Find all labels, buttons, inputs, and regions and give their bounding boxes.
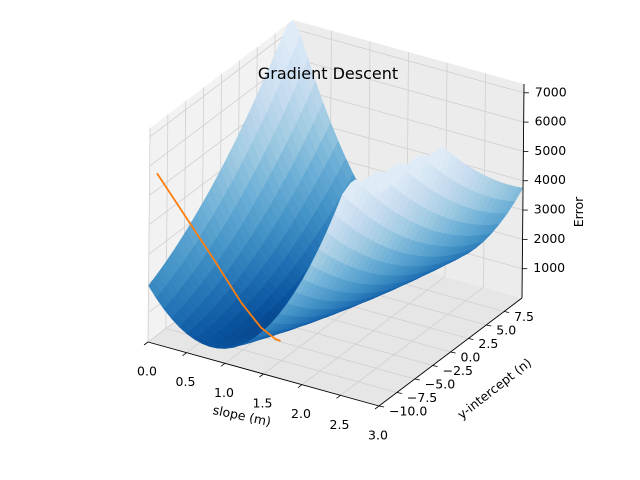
z-tick-label: 1000 xyxy=(533,260,565,275)
x-tick-label: 2.0 xyxy=(291,406,311,421)
y-tick-label: −7.5 xyxy=(407,390,437,405)
y-tick-mark xyxy=(378,405,385,408)
x-tick-label: 0.0 xyxy=(137,364,157,379)
grid-line-z xyxy=(149,28,294,138)
grid-line-z xyxy=(292,57,524,123)
z-tick-label: 5000 xyxy=(534,143,566,158)
y-tick-label: −5.0 xyxy=(425,377,455,392)
y-tick-label: −2.5 xyxy=(443,363,473,378)
chart-title: Gradient Descent xyxy=(258,64,398,83)
y-tick-mark xyxy=(486,324,492,327)
y-tick-mark xyxy=(468,338,474,340)
y-tick-label: 5.0 xyxy=(496,323,516,338)
descent-path-layer xyxy=(156,172,281,342)
z-tick-label: 2000 xyxy=(534,231,566,246)
z-tick-label: 4000 xyxy=(534,172,566,187)
grid-line-z xyxy=(292,87,524,152)
z-tick-label: 3000 xyxy=(534,202,566,217)
tick-labels: 0.00.51.01.52.02.53.0−10.0−7.5−5.0−2.50.… xyxy=(137,84,567,442)
y-tick-label: 2.5 xyxy=(478,336,498,351)
error-surface xyxy=(148,19,524,349)
y-tick-mark xyxy=(414,378,420,381)
x-tick-label: 1.5 xyxy=(253,396,273,411)
z-axis-line xyxy=(521,83,525,299)
x-tick-mark xyxy=(143,341,149,346)
x-tick-mark xyxy=(374,405,380,410)
axis-lines xyxy=(143,83,529,410)
x-tick-mark xyxy=(297,384,303,388)
surface-patch xyxy=(372,186,387,193)
x-tick-label: 2.5 xyxy=(330,417,350,432)
y-tick-mark xyxy=(396,392,402,394)
x-tick-mark xyxy=(220,363,226,367)
y-tick-mark xyxy=(450,351,456,354)
y-tick-mark xyxy=(432,365,438,367)
y-tick-label: −10.0 xyxy=(389,404,427,419)
x-tick-label: 0.5 xyxy=(176,374,196,389)
z-axis-label: Error xyxy=(571,196,586,227)
descent-path-line xyxy=(156,172,281,342)
x-tick-label: 1.0 xyxy=(214,385,234,400)
y-tick-label: 0.0 xyxy=(461,350,481,365)
grid-line-y xyxy=(147,127,151,343)
grid-line-z xyxy=(292,28,525,94)
z-tick-label: 7000 xyxy=(535,84,567,99)
x-tick-mark xyxy=(182,352,187,356)
x-tick-label: 3.0 xyxy=(368,428,388,443)
y-tick-label: 7.5 xyxy=(514,309,534,324)
x-tick-mark xyxy=(259,373,264,378)
y-tick-mark xyxy=(504,311,510,313)
z-tick-label: 6000 xyxy=(535,114,567,129)
x-tick-mark xyxy=(336,395,341,399)
